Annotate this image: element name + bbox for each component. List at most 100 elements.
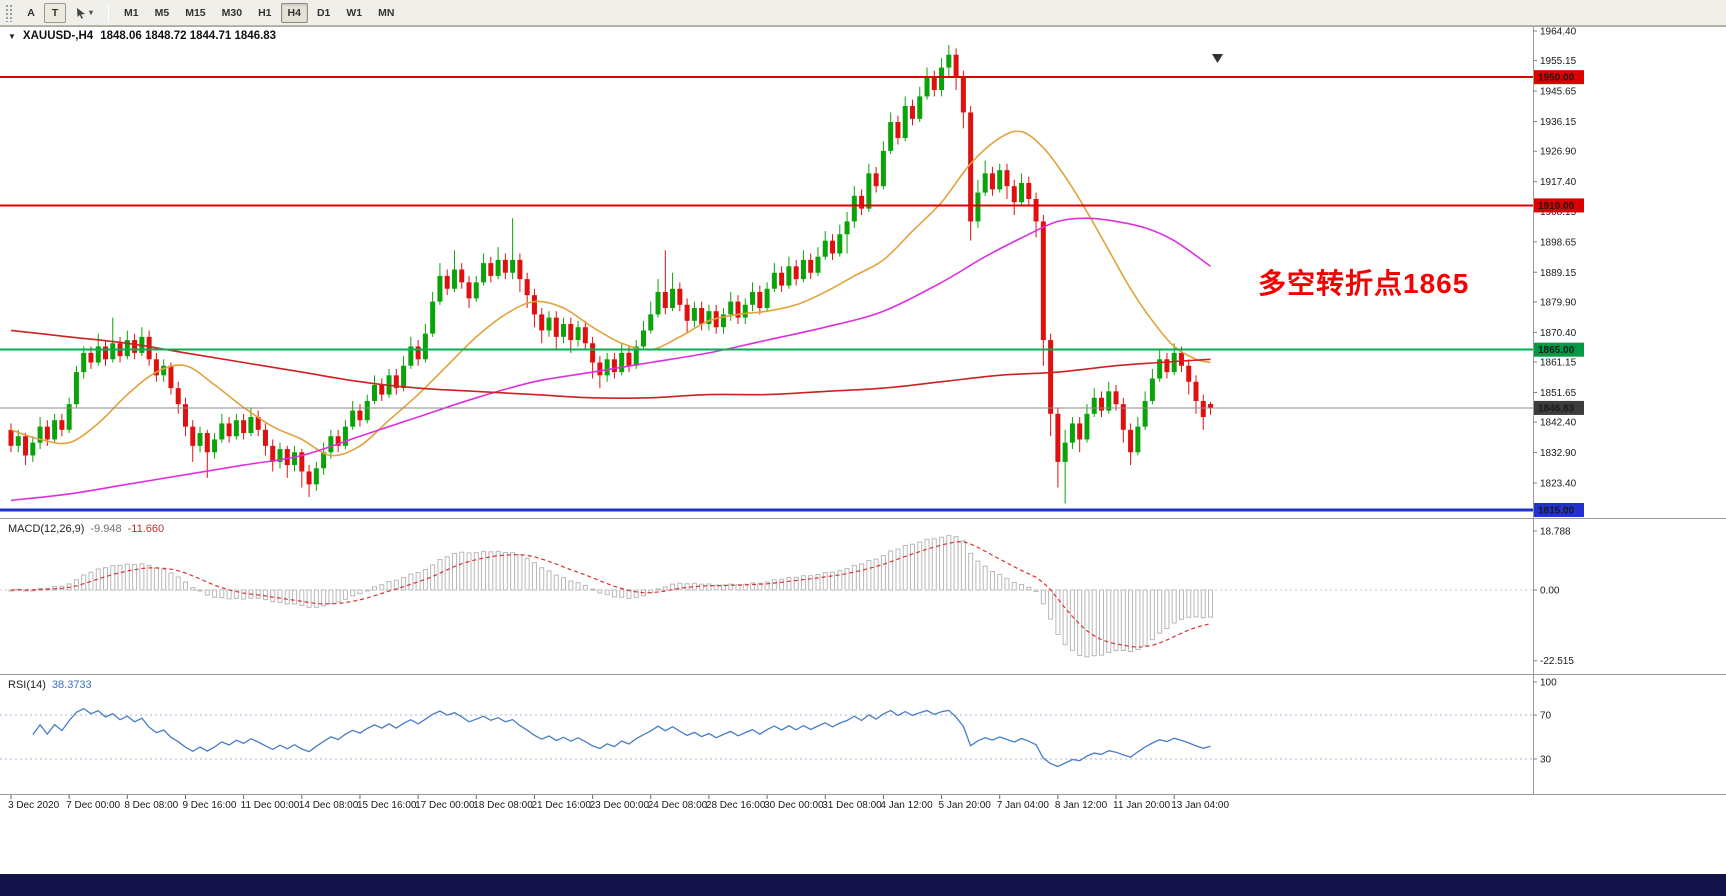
timeframe-button-w1[interactable]: W1 xyxy=(339,3,369,23)
macd-histogram-bar xyxy=(1040,589,1046,605)
candle-body xyxy=(248,417,254,434)
time-axis-label: 7 Dec 00:00 xyxy=(66,800,120,811)
price-tick-label: 1823.40 xyxy=(1540,479,1577,490)
chart-title: ▼ XAUUSD-,H4 1848.06 1848.72 1844.71 184… xyxy=(8,30,276,42)
macd-histogram-bar xyxy=(226,589,232,600)
timeframe-button-m15[interactable]: M15 xyxy=(178,3,212,23)
candle-body xyxy=(23,436,29,456)
timeframe-button-h1[interactable]: H1 xyxy=(251,3,278,23)
candle-body xyxy=(357,410,363,421)
timeframe-button-m5[interactable]: M5 xyxy=(148,3,177,23)
macd-histogram-bar xyxy=(757,582,763,591)
macd-histogram-bar xyxy=(1019,584,1025,591)
macd-histogram-bar xyxy=(1120,589,1126,652)
macd-histogram-bar xyxy=(124,563,130,591)
font-tool-button[interactable]: A xyxy=(20,3,42,23)
time-axis-label: 11 Jan 20:00 xyxy=(1113,800,1171,811)
price-badge xyxy=(1534,400,1584,415)
timeframe-button-m1[interactable]: M1 xyxy=(117,3,146,23)
macd-histogram-bar xyxy=(989,571,995,591)
macd-histogram-bar xyxy=(393,579,399,591)
price-tick-label: 1936.15 xyxy=(1540,117,1577,128)
macd-histogram-bar xyxy=(924,538,930,591)
triangle-down-icon: ▼ xyxy=(8,31,16,41)
macd-histogram-bar xyxy=(270,589,276,603)
timeframe-button-mn[interactable]: MN xyxy=(371,3,401,23)
ma-magenta xyxy=(10,217,1211,502)
macd-histogram-bar xyxy=(771,579,777,591)
timeframe-button-d1[interactable]: D1 xyxy=(310,3,337,23)
candle-body xyxy=(103,346,109,360)
time-axis-label: 7 Jan 04:00 xyxy=(997,800,1050,811)
macd-histogram-bar xyxy=(931,538,937,591)
macd-histogram-bar xyxy=(488,551,494,591)
macd-histogram-bar xyxy=(880,555,886,591)
macd-histogram-bar xyxy=(204,589,210,596)
macd-histogram-bar xyxy=(706,583,712,591)
macd-axis-label: 18.788 xyxy=(1540,527,1571,538)
macd-histogram-bar xyxy=(800,575,806,591)
candle-body xyxy=(459,269,465,283)
candle-body xyxy=(640,330,646,347)
time-axis-label: 3 Dec 2020 xyxy=(8,800,60,811)
macd-histogram-bar xyxy=(590,588,596,591)
macd-histogram-bar xyxy=(742,583,748,591)
macd-histogram-bar xyxy=(277,589,283,603)
cursor-tool-button[interactable]: ▾ xyxy=(68,3,100,23)
timeframe-button-h4[interactable]: H4 xyxy=(280,2,308,23)
macd-histogram-bar xyxy=(793,576,799,591)
candle-body xyxy=(939,67,945,90)
macd-histogram-bar xyxy=(1157,589,1163,634)
candle-body xyxy=(553,317,559,337)
price-tick-label: 1851.65 xyxy=(1540,388,1577,399)
ma-orange xyxy=(10,130,1211,457)
macd-histogram-bar xyxy=(822,572,828,591)
candle-body xyxy=(1178,352,1184,366)
candle-body xyxy=(175,388,181,405)
candle-body xyxy=(1026,182,1032,199)
candle-body xyxy=(110,343,116,360)
macd-histogram-bar xyxy=(895,548,901,591)
macd-histogram-bar xyxy=(517,554,523,591)
toolbar-grip-icon[interactable] xyxy=(5,3,14,22)
time-axis-label: 24 Dec 08:00 xyxy=(648,800,708,811)
time-axis-label: 30 Dec 00:00 xyxy=(764,800,824,811)
rsi-name: RSI(14) xyxy=(8,679,46,691)
chart-canvas[interactable]: 1964.40 1955.15 1945.65 1936.15 1926.90 1917.… xyxy=(0,26,1726,852)
timeframe-button-m30[interactable]: M30 xyxy=(215,3,249,23)
candle-body xyxy=(73,372,79,405)
time-axis-label: 14 Dec 08:00 xyxy=(299,800,359,811)
candle-body xyxy=(582,327,588,344)
macd-histogram-bar xyxy=(830,571,836,591)
time-axis-label: 13 Jan 04:00 xyxy=(1171,800,1229,811)
text-tool-button[interactable]: T xyxy=(44,2,66,23)
rsi-value: 38.3733 xyxy=(51,679,92,691)
candle-body xyxy=(8,429,14,446)
macd-histogram-bar xyxy=(313,589,319,608)
candle-body xyxy=(859,195,865,209)
macd-histogram-bar xyxy=(401,577,407,591)
macd-histogram-bar xyxy=(502,551,508,591)
candle-body xyxy=(917,96,923,119)
price-tick-label: 1889.15 xyxy=(1540,268,1577,279)
candle-body xyxy=(30,442,36,456)
candle-body xyxy=(902,106,908,139)
candle-body xyxy=(190,426,196,446)
candle-body xyxy=(568,324,574,341)
candle-body xyxy=(953,54,959,78)
macd-histogram-bar xyxy=(1048,589,1054,620)
price-tick-label: 1879.90 xyxy=(1540,297,1577,308)
ma-red xyxy=(10,329,1211,399)
candle-body xyxy=(786,266,792,286)
candle-body xyxy=(851,195,857,222)
macd-histogram-bar xyxy=(1106,589,1112,653)
macd-histogram-bar xyxy=(444,556,450,591)
macd-histogram-bar xyxy=(110,565,116,591)
macd-histogram-bar xyxy=(212,589,218,598)
candle-body xyxy=(1011,186,1017,203)
chevron-down-icon: ▾ xyxy=(89,8,94,17)
candle-body xyxy=(626,352,632,366)
macd-histogram-bar xyxy=(997,573,1003,591)
candle-body xyxy=(415,346,421,360)
candle-body xyxy=(793,266,799,280)
